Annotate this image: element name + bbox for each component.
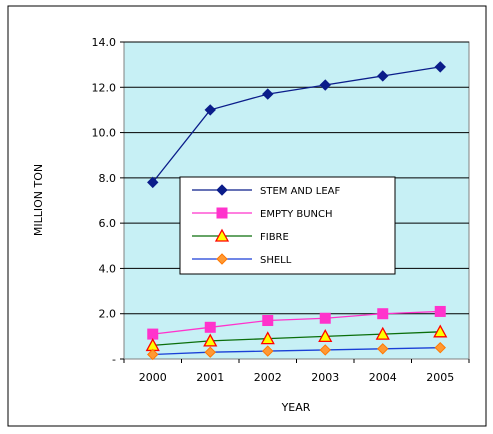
- series-group: [145, 61, 448, 361]
- data-point: [318, 328, 333, 343]
- data-point: [377, 308, 389, 320]
- y-tick-label: 10.0: [92, 127, 117, 140]
- y-tick-label: 2.0: [99, 308, 117, 321]
- y-tick-label: 6.0: [99, 217, 117, 230]
- data-point: [204, 321, 216, 333]
- data-point: [262, 345, 274, 357]
- series-line: [152, 66, 441, 183]
- data-point: [319, 344, 331, 356]
- data-point: [319, 312, 331, 324]
- data-point: [434, 305, 446, 317]
- data-point: [433, 324, 448, 338]
- legend-label: FIBRE: [260, 232, 289, 243]
- data-point: [147, 176, 159, 189]
- y-axis-ticks: - 2.0 4.0 6.0 8.0 10.0 12.0 14.0: [92, 36, 124, 366]
- x-tick-label: 2000: [139, 371, 167, 384]
- y-axis-label: MILLION TON: [32, 164, 45, 236]
- x-axis-label: YEAR: [281, 401, 311, 414]
- legend-label: SHELL: [260, 255, 292, 266]
- x-tick-label: 2005: [426, 371, 454, 384]
- data-point: [204, 346, 216, 358]
- data-point: [434, 61, 446, 73]
- y-tick-label: 4.0: [99, 262, 117, 275]
- data-point: [216, 184, 228, 196]
- y-tick-label: 14.0: [92, 36, 117, 49]
- data-point: [147, 348, 159, 361]
- data-point: [216, 253, 228, 265]
- data-point: [262, 88, 274, 100]
- legend-box: [179, 176, 396, 275]
- x-tick-label: 2001: [196, 371, 224, 384]
- data-point: [377, 70, 389, 82]
- series-line: [152, 331, 441, 347]
- data-point: [319, 79, 331, 91]
- data-point: [260, 331, 275, 345]
- x-tick-label: 2004: [369, 371, 397, 384]
- data-point: [214, 228, 230, 242]
- data-point: [375, 326, 390, 340]
- data-point: [377, 343, 389, 355]
- data-point: [204, 104, 216, 116]
- y-tick-label: -: [112, 353, 116, 366]
- data-point: [262, 315, 274, 327]
- y-tick-label: 8.0: [99, 172, 117, 185]
- data-point: [216, 207, 228, 219]
- x-tick-label: 2003: [311, 371, 339, 384]
- legend: STEM AND LEAF EMPTY BUNCH FIBRE SHELL: [179, 176, 396, 275]
- data-point: [147, 328, 159, 340]
- x-axis-ticks: 2000 2001 2002 2003 2004 2005: [123, 359, 470, 384]
- x-tick-label: 2002: [254, 371, 282, 384]
- series-line: [152, 347, 441, 356]
- data-point: [434, 341, 446, 354]
- y-tick-label: 12.0: [92, 81, 117, 94]
- legend-label: STEM AND LEAF: [260, 186, 341, 197]
- data-point: [203, 333, 218, 347]
- legend-label: EMPTY BUNCH: [260, 209, 333, 220]
- series-line: [152, 310, 441, 335]
